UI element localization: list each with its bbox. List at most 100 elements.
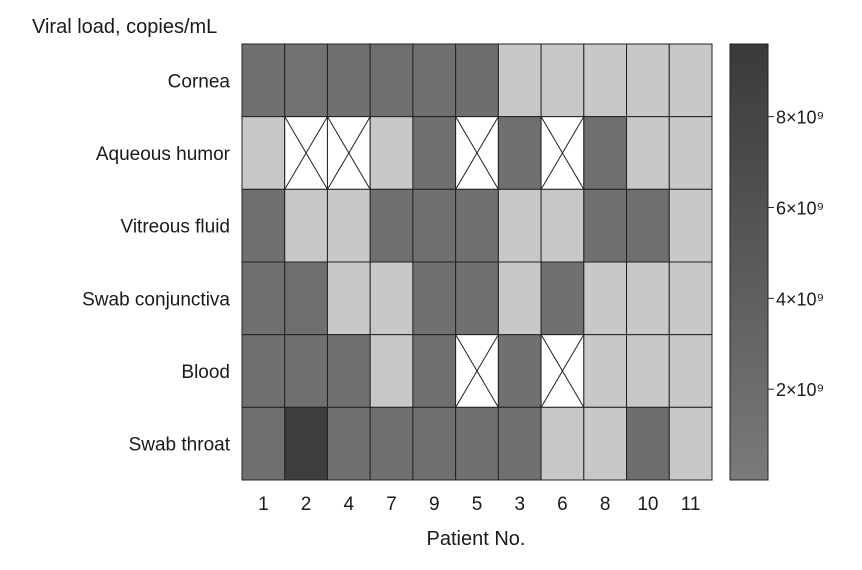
heatmap-cell <box>326 334 371 408</box>
heatmap-cell <box>497 261 542 336</box>
heatmap-cell <box>540 261 585 336</box>
row-label: Blood <box>181 362 230 383</box>
heatmap-cell <box>455 43 499 118</box>
heatmap-cell <box>540 116 585 190</box>
value-cell <box>583 116 628 190</box>
heatmap-cell <box>668 43 713 118</box>
heatmap-cell <box>583 43 628 118</box>
heatmap-cell <box>626 43 670 118</box>
missing-cross-line <box>455 116 499 190</box>
heatmap-cell <box>626 406 670 481</box>
column-label: 2 <box>301 494 312 515</box>
heatmap-cell <box>369 116 414 190</box>
value-cell <box>326 43 371 118</box>
value-cell <box>241 43 286 118</box>
heatmap-cell <box>369 261 414 336</box>
value-cell <box>540 188 585 263</box>
value-cell <box>668 188 713 263</box>
heatmap-cell <box>455 334 499 408</box>
column-label: 6 <box>557 494 568 515</box>
row-label: Vitreous fluid <box>121 217 231 238</box>
heatmap-cell <box>668 116 713 190</box>
value-cell <box>369 43 414 118</box>
heatmap-cell <box>369 43 414 118</box>
value-cell <box>284 406 328 481</box>
heatmap-cell <box>412 334 457 408</box>
value-cell <box>412 188 457 263</box>
column-label: 3 <box>514 494 525 515</box>
value-cell <box>626 116 670 190</box>
value-cell <box>668 43 713 118</box>
heatmap-cell <box>626 116 670 190</box>
heatmap-cell <box>455 188 499 263</box>
heatmap-cell <box>540 334 585 408</box>
value-cell <box>455 261 499 336</box>
value-cell <box>455 406 499 481</box>
value-cell <box>412 334 457 408</box>
chart-title: Viral load, copies/mL <box>32 16 217 38</box>
column-label: 8 <box>600 494 611 515</box>
colorbar-tick-label: 4×10⁹ <box>776 289 824 309</box>
heatmap-cell <box>326 406 371 481</box>
row-label: Aqueous humor <box>96 144 231 165</box>
missing-cross-line <box>284 116 328 190</box>
heatmap-cell <box>497 188 542 263</box>
colorbar-ticks: 2×10⁹ 4×10⁹ 6×10⁹ 8×10⁹ <box>768 108 824 400</box>
row-label: Swab conjunctiva <box>82 289 230 310</box>
heatmap-cell <box>412 261 457 336</box>
value-cell <box>583 334 628 408</box>
heatmap-cell <box>369 406 414 481</box>
heatmap-cell <box>326 116 371 190</box>
value-cell <box>284 188 328 263</box>
heatmap-cell <box>497 43 542 118</box>
heatmap-cell <box>583 188 628 263</box>
heatmap-cell <box>412 116 457 190</box>
value-cell <box>626 188 670 263</box>
missing-cross-line <box>540 116 585 190</box>
heatmap-cell <box>668 406 713 481</box>
heatmap-cell <box>326 43 371 118</box>
missing-cross-line <box>327 116 371 190</box>
heatmap-cell <box>241 43 286 118</box>
value-cell <box>583 261 628 336</box>
heatmap-cell <box>540 406 585 481</box>
value-cell <box>326 334 371 408</box>
row-label: Cornea <box>168 71 231 92</box>
missing-cross-line <box>455 334 499 408</box>
value-cell <box>241 334 286 408</box>
value-cell <box>369 406 414 481</box>
heatmap-cell <box>241 261 286 336</box>
heatmap-cell <box>497 116 542 190</box>
heatmap-cell <box>326 188 371 263</box>
value-cell <box>284 334 328 408</box>
missing-cross-line <box>540 334 585 408</box>
heatmap-cell <box>284 116 328 190</box>
row-label: Swab throat <box>129 435 231 456</box>
value-cell <box>583 406 628 481</box>
heatmap-cell <box>412 406 457 481</box>
value-cell <box>241 406 286 481</box>
heatmap-cell <box>241 406 286 481</box>
heatmap-cell <box>455 406 499 481</box>
heatmap-cell <box>284 261 328 336</box>
column-labels: 1 2 4 7 9 5 3 6 8 10 11 <box>258 494 700 515</box>
value-cell <box>540 43 585 118</box>
value-cell <box>455 43 499 118</box>
column-label: 1 <box>258 494 269 515</box>
value-cell <box>369 116 414 190</box>
value-cell <box>497 406 542 481</box>
heatmap-cell <box>284 406 328 481</box>
value-cell <box>540 406 585 481</box>
heatmap-cell <box>241 188 286 263</box>
value-cell <box>412 406 457 481</box>
column-label: 10 <box>637 494 658 515</box>
colorbar-tick-label: 2×10⁹ <box>776 380 824 400</box>
value-cell <box>497 116 542 190</box>
heatmap-cell <box>668 334 713 408</box>
value-cell <box>626 406 670 481</box>
value-cell <box>626 261 670 336</box>
heatmap-cell <box>497 334 542 408</box>
value-cell <box>412 116 457 190</box>
heatmap-cell <box>626 188 670 263</box>
